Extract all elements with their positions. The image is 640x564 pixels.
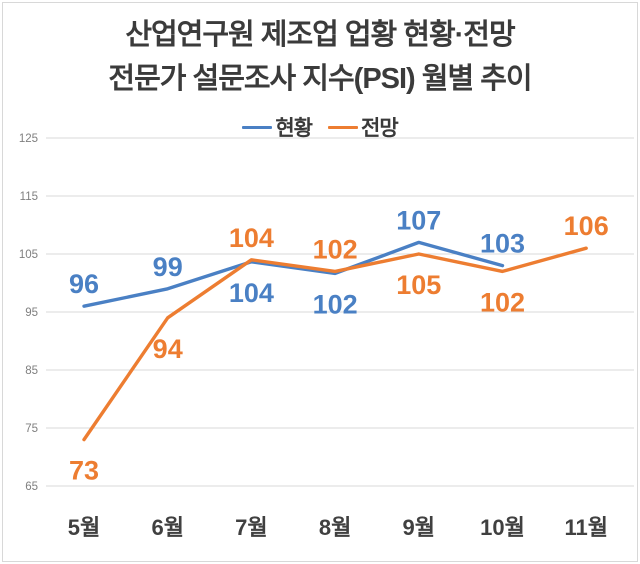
- y-tick-label: 85: [25, 365, 38, 377]
- data-label: 105: [396, 270, 441, 300]
- data-label: 104: [229, 278, 274, 308]
- data-label: 94: [153, 334, 183, 364]
- data-label: 73: [69, 456, 99, 486]
- data-label: 102: [313, 234, 358, 264]
- x-tick-label: 5월: [68, 515, 100, 540]
- x-axis-tick-labels: 5월 6월 7월 8월 9월 10월 11월: [68, 515, 608, 540]
- legend-item-hyunhwang: 현황: [242, 112, 313, 142]
- chart-title: 산업연구원 제조업 업황 현황·전망 전문가 설문조사 지수(PSI) 월별 추…: [0, 13, 640, 101]
- x-tick-label: 8월: [319, 515, 351, 540]
- legend-label-hyunhwang: 현황: [275, 117, 313, 140]
- data-labels-hyunhwang: 96 99 104 102 107 103: [69, 205, 525, 319]
- x-tick-label: 7월: [235, 515, 267, 540]
- x-tick-label: 11월: [564, 515, 608, 540]
- gridlines: [46, 137, 634, 487]
- data-label: 103: [480, 229, 525, 259]
- x-tick-label: 9월: [403, 515, 435, 540]
- series-line-hyunhwang: [82, 240, 505, 308]
- chart-title-line1: 산업연구원 제조업 업황 현황·전망: [125, 19, 515, 51]
- y-tick-label: 105: [19, 249, 38, 261]
- data-label: 96: [69, 269, 99, 299]
- chart-legend: 현황 전망: [0, 112, 640, 142]
- data-label: 104: [229, 223, 274, 253]
- chart-title-line2: 전문가 설문조사 지수(PSI) 월별 추이: [108, 63, 532, 95]
- data-label: 102: [480, 287, 525, 317]
- x-tick-label: 6월: [151, 515, 183, 540]
- y-tick-label: 65: [25, 481, 38, 493]
- series-line-junmang: [82, 246, 588, 442]
- y-tick-label: 95: [25, 307, 38, 319]
- legend-swatch-junmang: [328, 125, 358, 129]
- data-label: 102: [313, 289, 358, 319]
- data-labels-junmang: 73 94 104 102 105 102 106: [69, 211, 609, 485]
- legend-label-junmang: 전망: [361, 117, 399, 140]
- y-tick-label: 115: [20, 191, 38, 203]
- legend-swatch-hyunhwang: [242, 125, 273, 129]
- y-axis-tick-labels: 125 115 105 95 85 75 65: [19, 133, 38, 493]
- y-tick-label: 125: [19, 133, 38, 145]
- y-tick-label: 75: [25, 423, 38, 435]
- data-label: 106: [564, 211, 609, 241]
- data-label: 99: [153, 252, 183, 282]
- x-tick-label: 10월: [480, 515, 525, 540]
- legend-item-junmang: 전망: [328, 112, 399, 142]
- data-label: 107: [396, 205, 441, 235]
